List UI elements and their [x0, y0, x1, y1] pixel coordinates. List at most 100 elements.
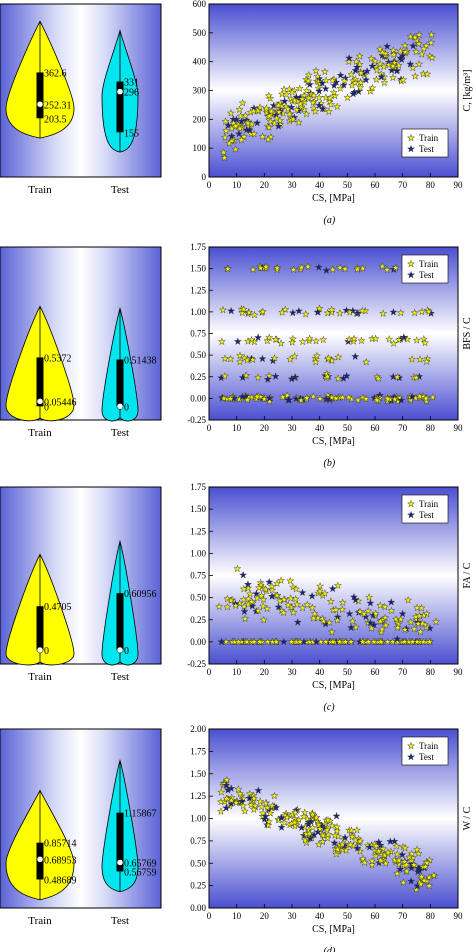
train-value-label: 203.5	[44, 114, 67, 125]
y-tick-label: 400	[193, 57, 207, 67]
test-value-label: 0	[124, 402, 129, 413]
y-axis-label: FA / C	[462, 562, 473, 588]
legend-box	[401, 254, 449, 284]
x-axis-label: CS, [MPa]	[312, 193, 355, 204]
x-tick-label: 50	[343, 667, 353, 677]
y-axis-label: W / C	[462, 806, 473, 830]
x-tick-label: 40	[315, 667, 325, 677]
y-tick-label: 1.75	[190, 242, 206, 252]
x-tick-label: 10	[232, 180, 242, 190]
legend-label: Train	[419, 259, 439, 269]
y-axis-label: C, [kg/m³]	[462, 70, 473, 112]
scatter-panel-1: 0 10 20 30 40 50 60 70 80 90 -0.25 0.00 0.25 0.50 0.75…	[187, 242, 473, 469]
x-tick-label: 70	[398, 911, 408, 921]
x-tick-label: 80	[426, 423, 436, 433]
legend-label: Test	[419, 144, 434, 154]
test-category-label: Test	[111, 427, 129, 439]
test-iqr-box	[116, 81, 124, 133]
legend-label: Test	[419, 270, 434, 280]
y-tick-label: 100	[193, 143, 207, 153]
x-axis-label: CS, [MPa]	[312, 680, 355, 691]
y-tick-label: 1.00	[190, 814, 206, 824]
train-value-label: 362.6	[44, 68, 67, 79]
y-tick-label: 1.75	[190, 482, 206, 492]
y-tick-label: 0.50	[190, 350, 206, 360]
x-tick-label: 70	[398, 423, 408, 433]
test-value-label: 0.51438	[124, 356, 157, 367]
train-median-marker	[36, 646, 44, 654]
scatter-panel-0: 0 10 20 30 40 50 60 70 80 90 0 100 200 300 400 500 600 CS…	[193, 0, 474, 226]
x-tick-label: 40	[315, 911, 325, 921]
y-tick-label: 1.50	[190, 769, 206, 779]
train-value-label: 0.5372	[44, 353, 72, 364]
test-value-label: 1.15867	[124, 809, 157, 820]
x-tick-label: 50	[343, 911, 353, 921]
x-tick-label: 80	[426, 911, 436, 921]
scatter-panel-3: 0 10 20 30 40 50 60 70 80 90 0.00 0.25 0.50 0.75 1.00 1…	[190, 724, 473, 952]
test-median-marker	[116, 88, 124, 95]
panel-label: (a)	[324, 215, 336, 226]
train-iqr-box	[36, 72, 44, 119]
y-tick-label: 0.25	[190, 881, 206, 891]
y-tick-label: 0	[202, 172, 207, 182]
x-tick-label: 30	[288, 423, 298, 433]
test-value-label: 0	[124, 646, 129, 657]
train-value-label: 0.85714	[44, 839, 77, 850]
train-value-label: 0.68953	[44, 855, 77, 866]
x-tick-label: 30	[288, 911, 298, 921]
x-tick-label: 20	[260, 180, 270, 190]
y-tick-label: 500	[193, 28, 207, 38]
legend-label: Test	[419, 510, 434, 520]
x-tick-label: 30	[288, 667, 298, 677]
train-value-label: 0.4705	[44, 602, 72, 613]
test-category-label: Test	[111, 915, 129, 927]
x-tick-label: 10	[232, 911, 242, 921]
legend-box	[401, 128, 449, 158]
y-tick-label: 1.25	[190, 526, 206, 536]
x-tick-label: 60	[371, 423, 381, 433]
legend-label: Train	[419, 741, 439, 751]
train-category-label: Train	[28, 915, 52, 927]
legend-box	[401, 494, 449, 524]
legend-label: Train	[419, 133, 439, 143]
y-tick-label: 0.75	[190, 329, 206, 339]
x-tick-label: 20	[260, 911, 270, 921]
scatter-panel-2: 0 10 20 30 40 50 60 70 80 90 -0.25 0.00 0.25 0.50 0.75…	[187, 482, 473, 713]
y-tick-label: 0.00	[190, 393, 206, 403]
y-tick-label: 1.25	[190, 285, 206, 295]
y-tick-label: 0.50	[190, 858, 206, 868]
y-tick-label: 200	[193, 114, 207, 124]
y-tick-label: 0.00	[190, 903, 206, 913]
panel-label: (d)	[324, 946, 336, 952]
test-value-label: 331	[124, 78, 139, 89]
y-tick-label: 300	[193, 86, 207, 96]
x-tick-label: 90	[454, 180, 464, 190]
x-tick-label: 10	[232, 667, 242, 677]
test-value-label: 0.56759	[124, 867, 157, 878]
x-tick-label: 60	[371, 911, 381, 921]
x-tick-label: 60	[371, 667, 381, 677]
x-tick-label: 30	[288, 180, 298, 190]
train-category-label: Train	[28, 671, 52, 683]
test-category-label: Test	[111, 671, 129, 683]
y-tick-label: 1.50	[190, 504, 206, 514]
legend-label: Train	[419, 499, 439, 509]
x-axis-label: CS, [MPa]	[312, 924, 355, 935]
x-tick-label: 0	[207, 423, 212, 433]
y-axis-label: BFS / C	[462, 317, 473, 350]
y-tick-label: 0.00	[190, 637, 206, 647]
x-tick-label: 80	[426, 180, 436, 190]
x-tick-label: 50	[343, 180, 353, 190]
y-tick-label: 0.75	[190, 571, 206, 581]
y-tick-label: 1.00	[190, 307, 206, 317]
panel-label: (b)	[324, 458, 336, 469]
x-tick-label: 70	[398, 667, 408, 677]
y-tick-label: 600	[193, 0, 207, 9]
y-tick-label: 1.50	[190, 264, 206, 274]
